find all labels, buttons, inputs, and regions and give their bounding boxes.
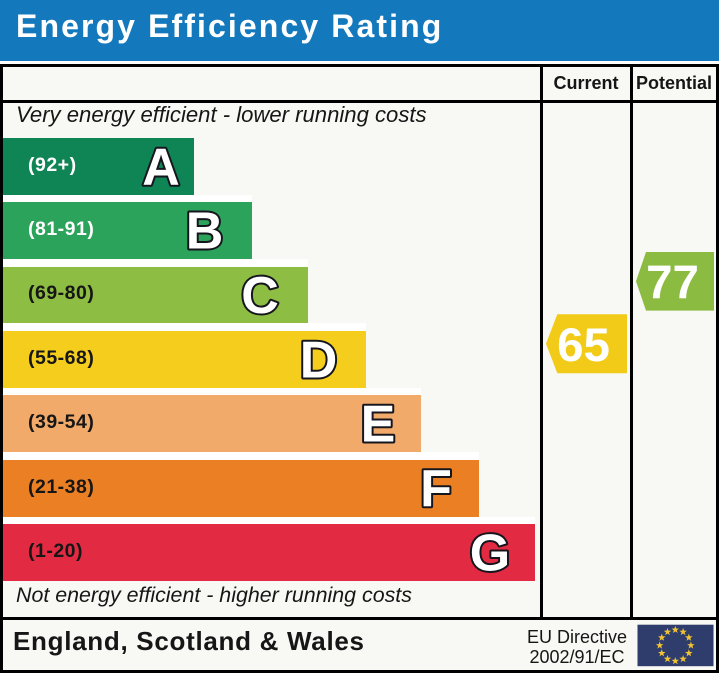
svg-text:B: B [186, 203, 224, 261]
svg-text:77: 77 [646, 256, 699, 309]
svg-text:65: 65 [557, 319, 610, 372]
svg-text:E: E [361, 396, 396, 454]
svg-text:F: F [420, 460, 452, 518]
svg-text:A: A [142, 138, 180, 196]
svg-text:C: C [241, 267, 279, 325]
svg-text:G: G [470, 524, 510, 582]
svg-text:D: D [300, 331, 338, 389]
